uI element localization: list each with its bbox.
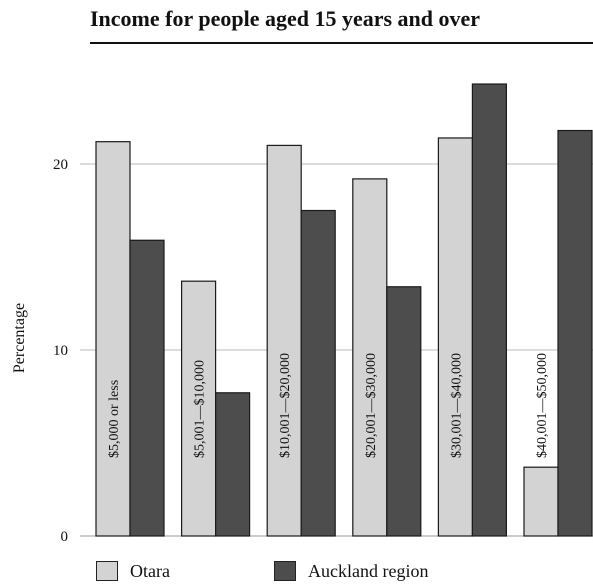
category-label-4: $30,001—$40,000 (449, 353, 464, 458)
category-labels: $5,000 or less $5,001—$10,000 $10,001—$20,… (107, 353, 550, 458)
title-rule (90, 42, 593, 44)
bar-auckland-region-3 (386, 286, 422, 537)
bar-otara-2 (266, 144, 302, 537)
y-tick-label-0: 0 (61, 529, 69, 545)
legend-swatch-auckland-region (274, 561, 296, 581)
y-tick-label-20: 20 (53, 157, 68, 173)
bar-auckland-region-5 (557, 129, 593, 537)
gridlines (80, 163, 593, 537)
y-tick-label-10: 10 (53, 343, 68, 359)
bar-auckland-region-0 (129, 239, 165, 537)
bar-otara-0 (95, 141, 131, 537)
bar-otara-5 (523, 466, 559, 537)
y-axis-ticks: 0 10 20 (53, 157, 68, 545)
bar-otara-3 (352, 178, 388, 537)
legend-label-auckland-region: Auckland region (308, 560, 429, 581)
category-label-1: $5,001—$10,000 (193, 360, 208, 458)
category-label-0: $5,000 or less (107, 380, 122, 458)
legend-item-auckland-region: Auckland region (274, 560, 428, 582)
legend-swatch-otara (96, 561, 118, 581)
category-label-3: $20,001—$30,000 (364, 353, 379, 458)
legend-item-otara: Otara (96, 560, 170, 582)
chart-title: Income for people aged 15 years and over (90, 6, 481, 31)
bars (95, 83, 593, 537)
bar-auckland-region-1 (215, 392, 251, 537)
bar-otara-1 (181, 280, 217, 537)
bar-auckland-region-4 (471, 83, 507, 537)
bar-auckland-region-2 (300, 209, 336, 537)
bar-otara-4 (437, 137, 473, 537)
category-label-5: $40,001—$50,000 (535, 353, 550, 458)
y-axis-label: Percentage (11, 303, 28, 373)
category-label-2: $10,001—$20,000 (278, 353, 293, 458)
legend-label-otara: Otara (130, 560, 170, 581)
